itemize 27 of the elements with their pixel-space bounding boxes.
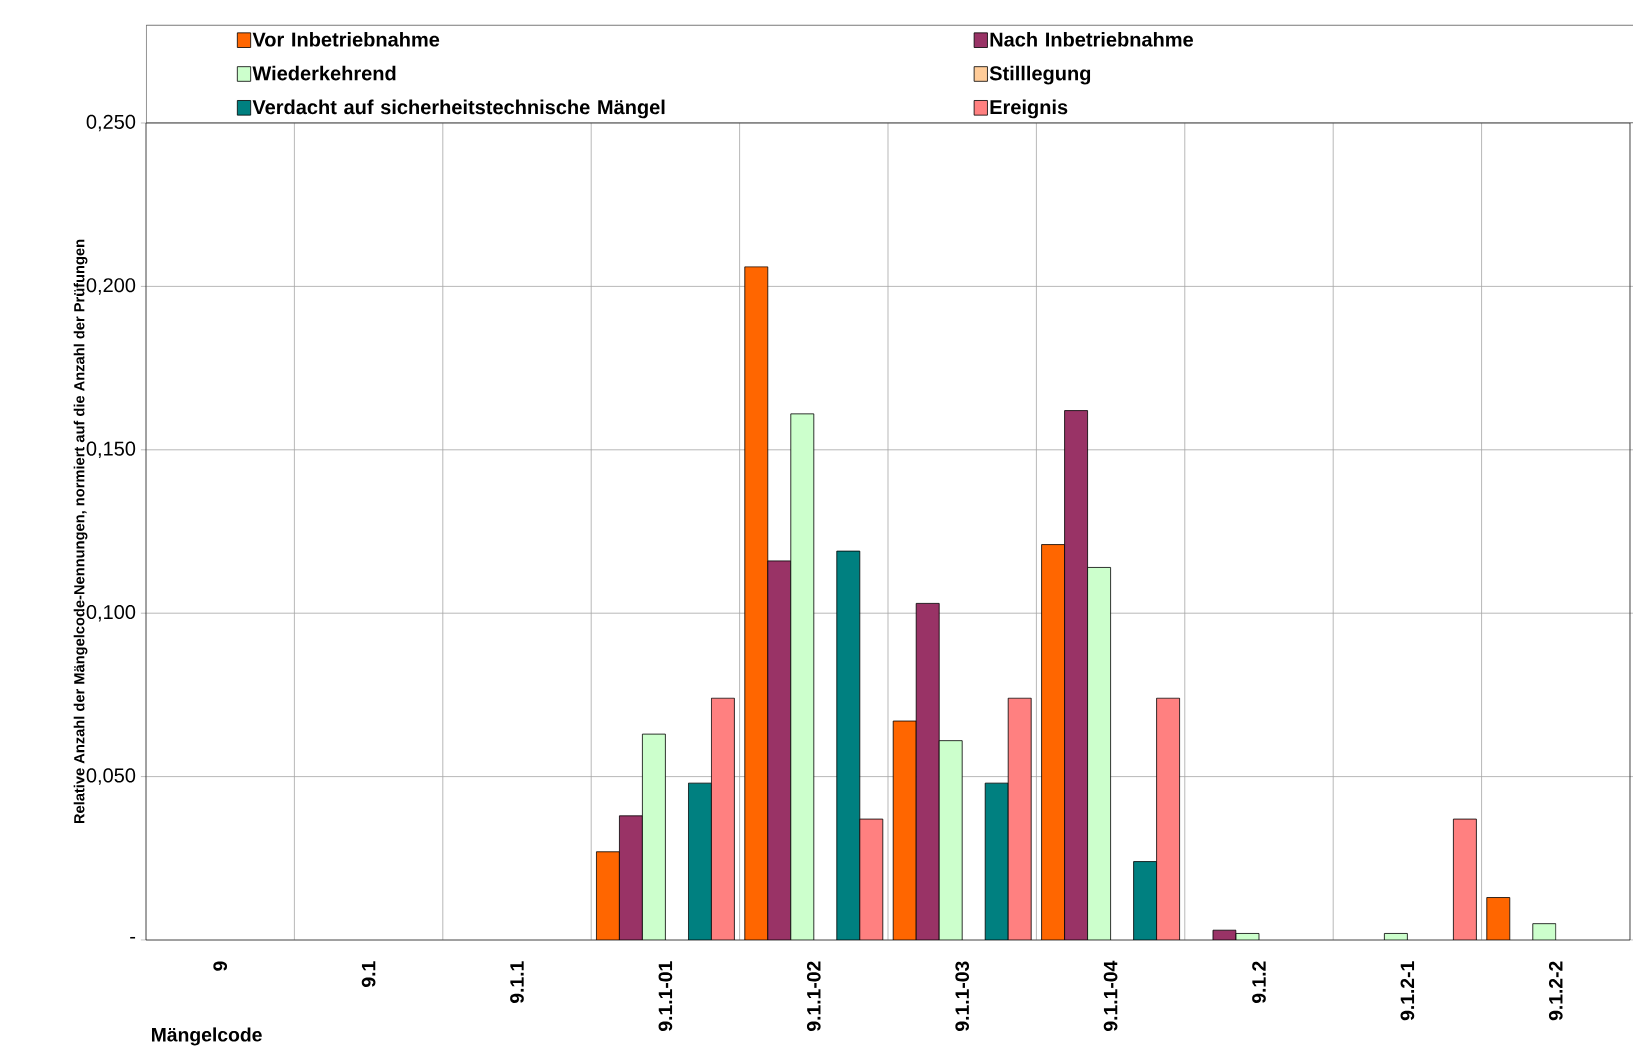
x-tick-label: 9.1.1-04 [1103,960,1118,1031]
x-tick-label: 9.1.1-02 [806,961,821,1031]
bar [938,740,963,940]
legend-label: Nach Inbetriebnahme [990,31,1193,47]
x-tick-label: 9.1.2 [1252,961,1266,1004]
y-tick-label: - [130,936,136,939]
legend-label: Wiederkehrend [252,65,396,81]
x-axis-title: Mängelcode [152,1027,262,1046]
x-tick-label: 9.1.1-03 [955,961,970,1031]
y-tick-label: 0,200 [86,278,136,295]
x-tick-label: 9 [213,961,228,971]
x-tick-label: 9.1.2-1 [1400,961,1415,1021]
x-tick-label: 9.1.1 [510,961,524,1004]
bar [642,733,666,940]
y-tick-label: 0,050 [86,768,136,785]
y-tick-label: 0,100 [86,604,136,622]
x-tick-label: 9.1.2-2 [1548,961,1563,1021]
legend-label: Stilllegung [989,65,1091,85]
x-tick-label: 9.1 [361,961,376,987]
bar [790,413,815,940]
legend-label: Vor Inbetriebnahme [252,31,440,47]
x-tick-label: 9.1.1-01 [658,961,673,1031]
legend-label: Verdacht auf sicherheitstechnische Mängel [252,99,665,119]
bar [1087,567,1111,940]
legend-label: Ereignis [990,99,1068,119]
y-tick-label: 0,150 [86,441,136,459]
y-tick-label: 0,250 [86,114,136,132]
